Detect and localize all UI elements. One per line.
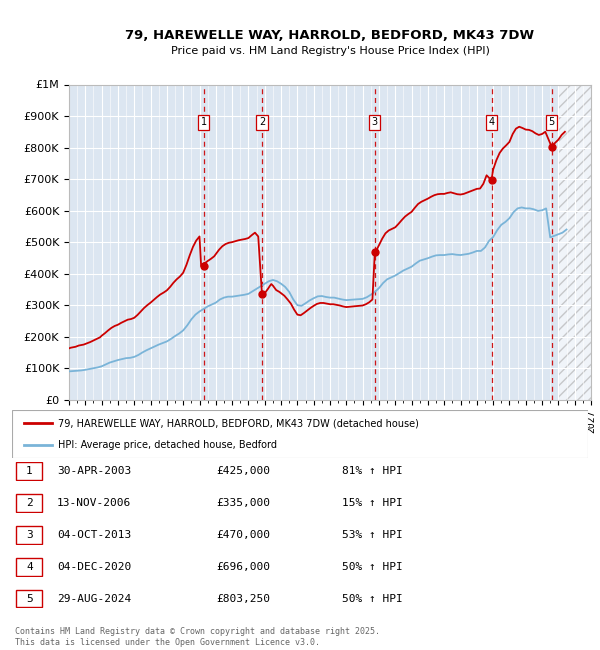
Text: £696,000: £696,000: [216, 562, 270, 572]
FancyBboxPatch shape: [16, 463, 43, 480]
FancyBboxPatch shape: [16, 526, 43, 543]
Text: 30-APR-2003: 30-APR-2003: [57, 466, 131, 476]
Text: 1: 1: [200, 118, 206, 127]
Text: Price paid vs. HM Land Registry's House Price Index (HPI): Price paid vs. HM Land Registry's House …: [170, 46, 490, 55]
Text: Contains HM Land Registry data © Crown copyright and database right 2025.
This d: Contains HM Land Registry data © Crown c…: [15, 627, 380, 647]
FancyBboxPatch shape: [12, 410, 588, 458]
FancyBboxPatch shape: [16, 590, 43, 607]
Text: 13-NOV-2006: 13-NOV-2006: [57, 498, 131, 508]
Text: 04-DEC-2020: 04-DEC-2020: [57, 562, 131, 572]
Text: 1: 1: [26, 466, 33, 476]
Text: 4: 4: [489, 118, 495, 127]
Text: 79, HAREWELLE WAY, HARROLD, BEDFORD, MK43 7DW: 79, HAREWELLE WAY, HARROLD, BEDFORD, MK4…: [125, 29, 535, 42]
Text: £425,000: £425,000: [216, 466, 270, 476]
FancyBboxPatch shape: [16, 494, 43, 512]
Text: 3: 3: [26, 530, 33, 540]
Text: 04-OCT-2013: 04-OCT-2013: [57, 530, 131, 540]
Text: £335,000: £335,000: [216, 498, 270, 508]
Text: 81% ↑ HPI: 81% ↑ HPI: [342, 466, 403, 476]
Text: 4: 4: [26, 562, 33, 572]
Text: 53% ↑ HPI: 53% ↑ HPI: [342, 530, 403, 540]
Text: 2: 2: [26, 498, 33, 508]
Text: HPI: Average price, detached house, Bedford: HPI: Average price, detached house, Bedf…: [58, 440, 277, 450]
Text: 5: 5: [26, 593, 33, 604]
Text: 50% ↑ HPI: 50% ↑ HPI: [342, 593, 403, 604]
Text: 2: 2: [259, 118, 265, 127]
Bar: [559, 84, 591, 400]
Text: 5: 5: [548, 118, 554, 127]
Text: 3: 3: [372, 118, 378, 127]
Text: 15% ↑ HPI: 15% ↑ HPI: [342, 498, 403, 508]
Text: £803,250: £803,250: [216, 593, 270, 604]
Text: £470,000: £470,000: [216, 530, 270, 540]
Text: 50% ↑ HPI: 50% ↑ HPI: [342, 562, 403, 572]
Text: 29-AUG-2024: 29-AUG-2024: [57, 593, 131, 604]
Text: 79, HAREWELLE WAY, HARROLD, BEDFORD, MK43 7DW (detached house): 79, HAREWELLE WAY, HARROLD, BEDFORD, MK4…: [58, 418, 419, 428]
FancyBboxPatch shape: [16, 558, 43, 576]
